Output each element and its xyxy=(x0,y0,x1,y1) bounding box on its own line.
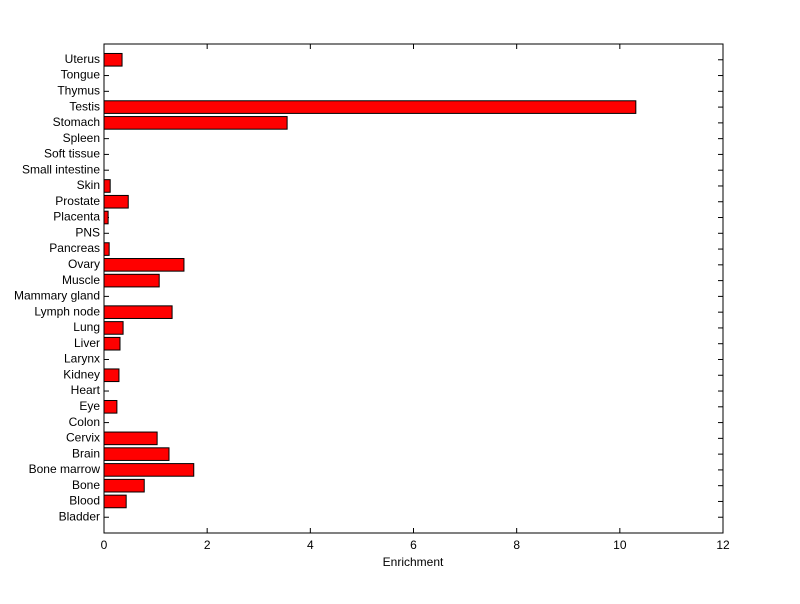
y-tick-label: Small intestine xyxy=(22,162,100,176)
y-tick-label: Mammary gland xyxy=(14,289,100,303)
bar xyxy=(103,478,145,493)
bar xyxy=(103,210,109,225)
y-tick-label: PNS xyxy=(75,225,100,239)
y-tick-label: Pancreas xyxy=(49,241,100,255)
y-tick-label: Soft tissue xyxy=(44,147,100,161)
y-tick-label: Liver xyxy=(74,336,100,350)
y-tick-label: Stomach xyxy=(53,115,100,129)
x-tick-label: 0 xyxy=(101,538,108,552)
bar xyxy=(103,305,173,319)
bar xyxy=(103,273,160,288)
bar xyxy=(103,116,288,130)
y-tick-label: Blood xyxy=(69,494,100,508)
x-tick-label: 2 xyxy=(204,538,211,552)
x-tick-label: 10 xyxy=(613,538,627,552)
y-tick-label: Bone xyxy=(72,478,100,492)
y-tick-label: Bladder xyxy=(59,509,100,523)
y-tick-label: Bone marrow xyxy=(29,462,101,476)
y-tick-label: Skin xyxy=(77,178,100,192)
x-axis-label: Enrichment xyxy=(383,555,444,569)
y-tick-label: Kidney xyxy=(63,367,100,381)
bar xyxy=(103,258,185,272)
y-tick-label: Lung xyxy=(73,320,100,334)
y-tick-label: Colon xyxy=(69,415,100,429)
y-tick-label: Larynx xyxy=(64,352,100,366)
y-tick-label: Uterus xyxy=(65,52,100,66)
bar xyxy=(103,494,127,509)
y-tick-label: Tongue xyxy=(61,68,101,82)
y-tick-label: Cervix xyxy=(66,431,100,445)
y-tick-label: Testis xyxy=(69,99,100,113)
bar xyxy=(103,463,195,477)
x-tick-label: 12 xyxy=(716,538,730,552)
y-tick-label: Thymus xyxy=(57,83,100,97)
y-tick-label: Muscle xyxy=(62,273,100,287)
y-tick-label: Eye xyxy=(79,399,100,413)
bar xyxy=(103,447,170,461)
bar xyxy=(103,399,118,414)
x-tick-label: 4 xyxy=(307,538,314,552)
x-tick-label: 6 xyxy=(410,538,417,552)
y-tick-label: Lymph node xyxy=(34,304,100,318)
y-tick-label: Placenta xyxy=(53,210,100,224)
y-tick-label: Heart xyxy=(71,383,101,397)
y-tick-label: Spleen xyxy=(63,131,100,145)
bar xyxy=(103,368,120,383)
bar xyxy=(103,431,158,446)
bar xyxy=(103,52,123,67)
y-tick-label: Ovary xyxy=(68,257,100,271)
bar xyxy=(103,194,129,209)
bar xyxy=(103,336,121,351)
bar xyxy=(103,179,111,193)
bar xyxy=(103,321,124,335)
y-tick-label: Prostate xyxy=(55,194,100,208)
bar xyxy=(103,242,110,256)
x-tick-label: 8 xyxy=(513,538,520,552)
bar xyxy=(103,100,637,114)
y-tick-label: Brain xyxy=(72,446,100,460)
